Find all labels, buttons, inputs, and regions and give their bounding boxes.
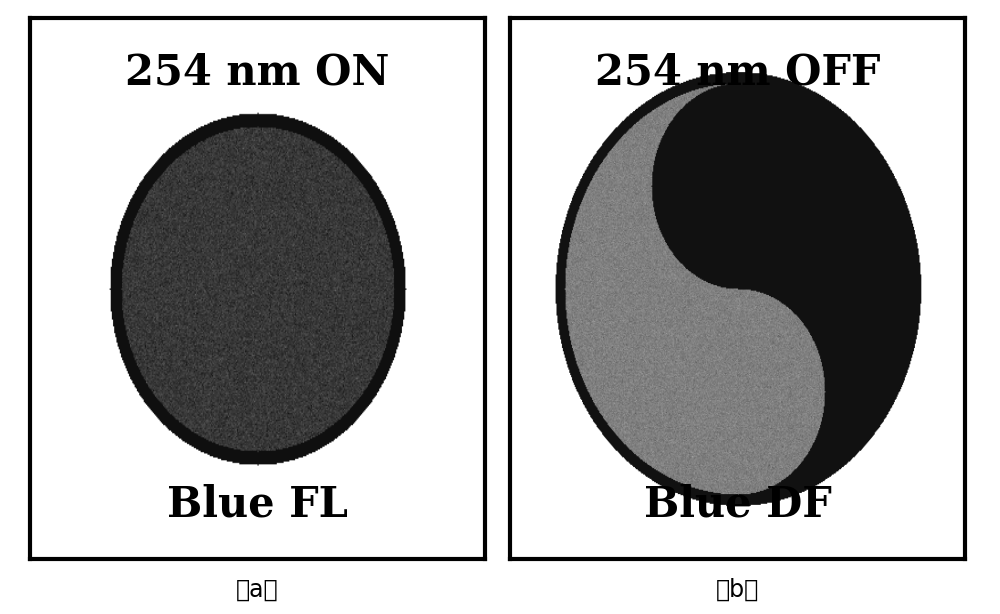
Text: Blue FL: Blue FL — [167, 484, 348, 526]
Text: 254 nm OFF: 254 nm OFF — [595, 52, 880, 93]
Text: 254 nm ON: 254 nm ON — [125, 52, 390, 93]
Text: Blue DF: Blue DF — [644, 484, 831, 526]
Text: （a）: （a） — [236, 577, 279, 602]
Text: （b）: （b） — [716, 577, 759, 602]
